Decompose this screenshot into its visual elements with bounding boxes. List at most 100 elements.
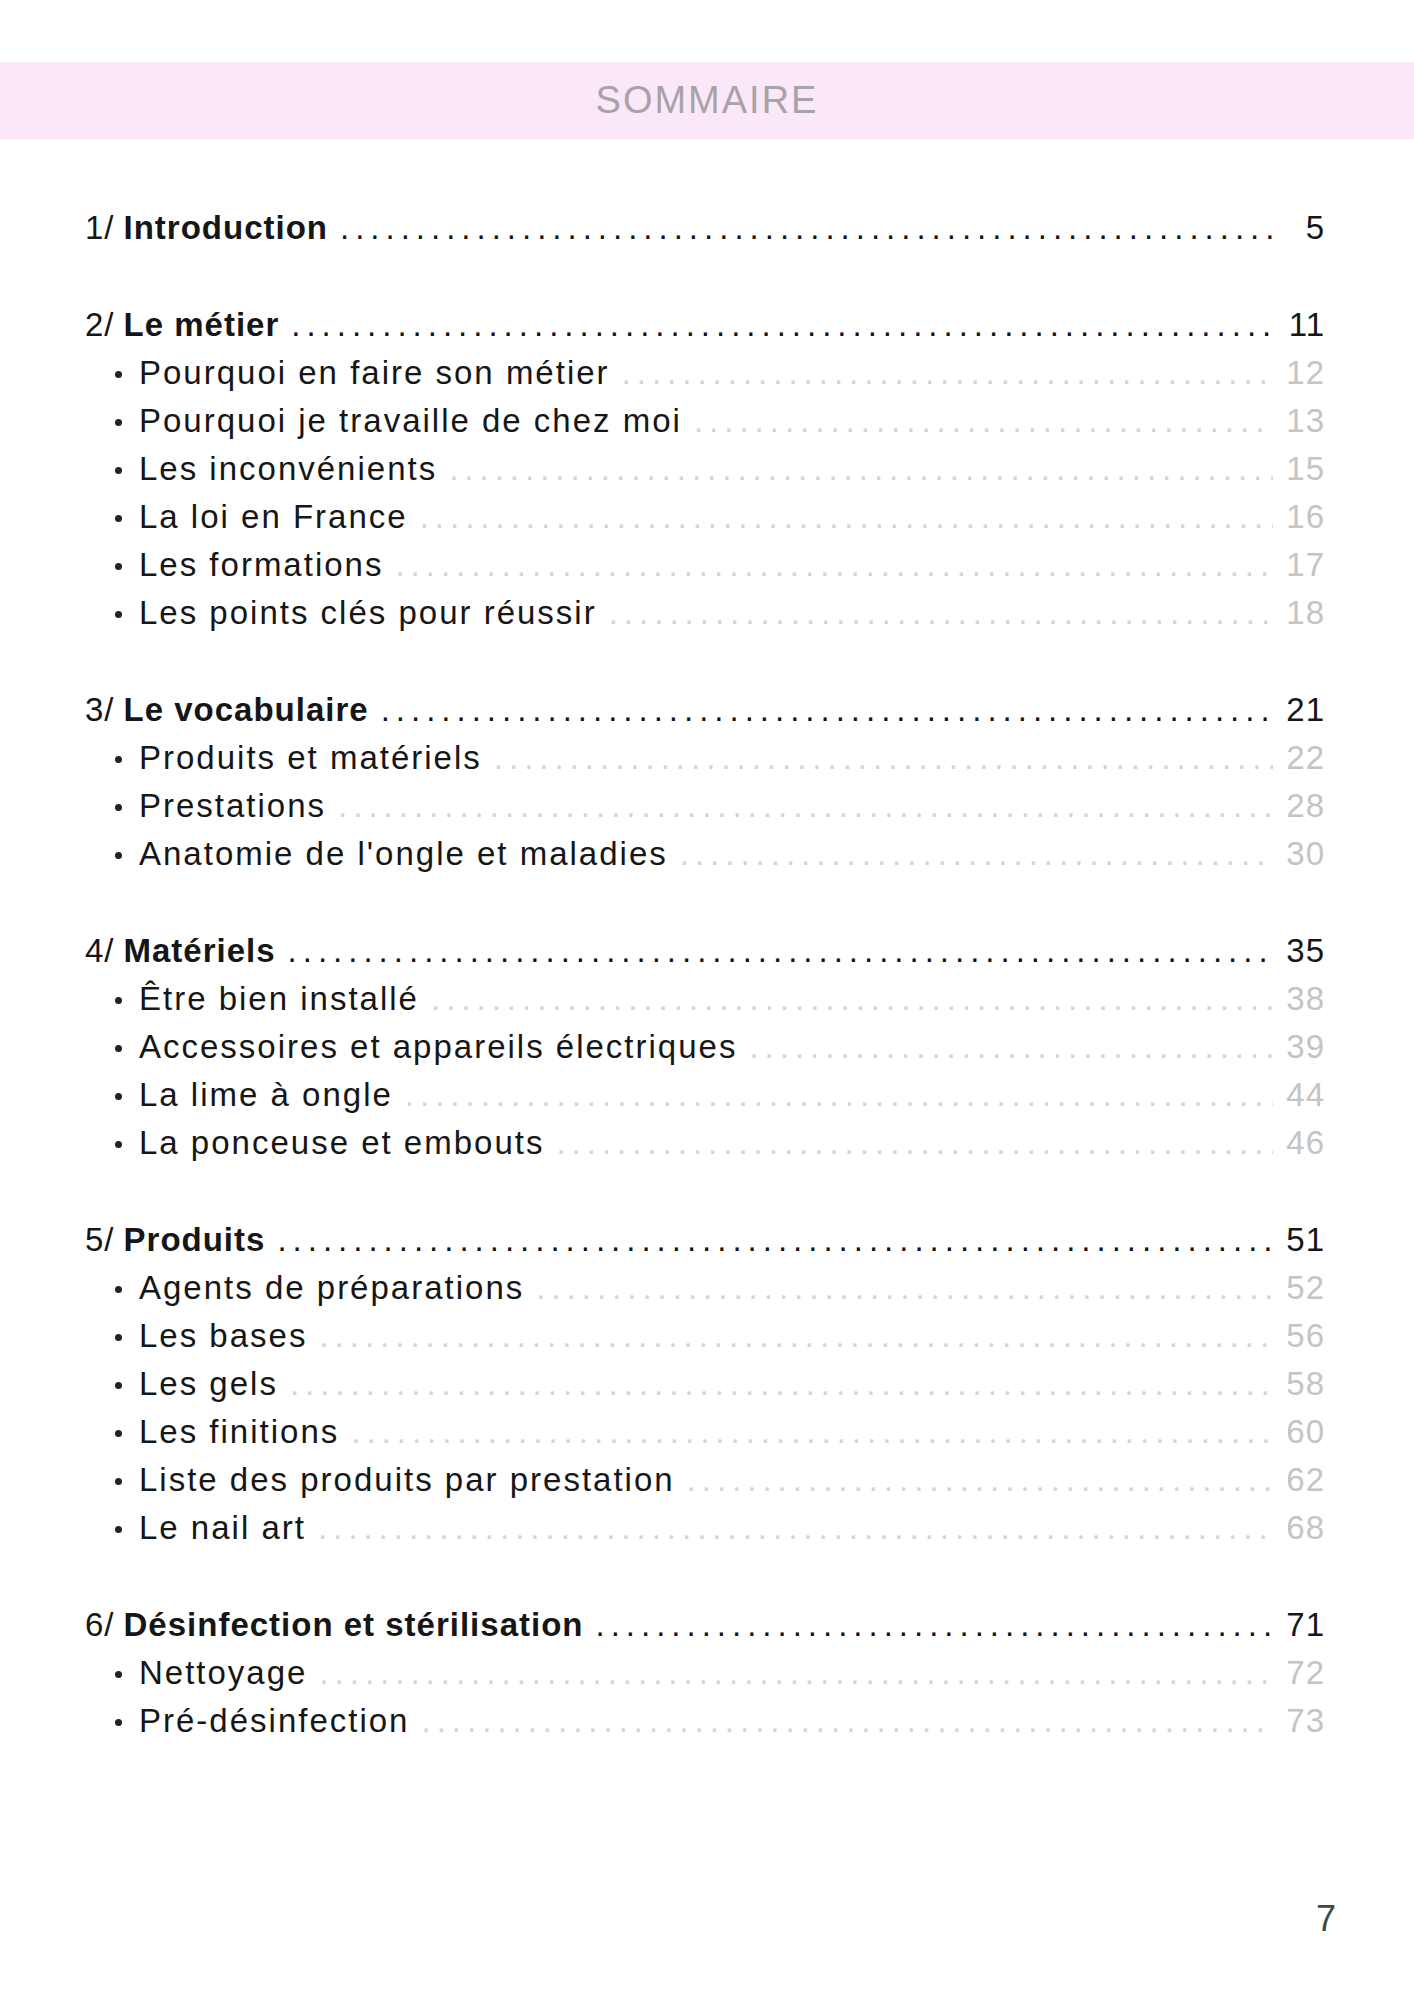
sub-item-page-number: 46 <box>1279 1119 1325 1167</box>
sub-item-label: Pourquoi je travaille de chez moi <box>139 397 682 445</box>
toc-section: 2/Le métier ............................… <box>85 301 1325 637</box>
document-page: SOMMAIRE 1/Introduction ................… <box>0 0 1414 2000</box>
dot-leader: ........................................… <box>279 301 1273 349</box>
sub-item-page-number: 17 <box>1279 541 1325 589</box>
toc-sub-row[interactable]: Les inconvénients ......................… <box>85 445 1325 493</box>
sub-item-page-number: 60 <box>1279 1408 1325 1456</box>
chapter-title: Produits <box>124 1216 266 1264</box>
toc-chapter-row[interactable]: 1/Introduction .........................… <box>85 204 1325 252</box>
toc-sub-row[interactable]: Le nail art ............................… <box>85 1504 1325 1552</box>
dot-leader: ........................................… <box>419 975 1273 1023</box>
sub-item-label: Les formations <box>139 541 383 589</box>
toc-sub-row[interactable]: Pourquoi en faire son métier ...........… <box>85 349 1325 397</box>
chapter-number: 6/ <box>85 1601 115 1649</box>
dot-leader: ........................................… <box>328 204 1273 252</box>
folio-page-number: 7 <box>1316 1898 1336 1940</box>
dot-leader: ........................................… <box>668 830 1273 878</box>
dot-leader: ........................................… <box>307 1312 1273 1360</box>
sub-item-page-number: 16 <box>1279 493 1325 541</box>
dot-leader: ........................................… <box>307 1649 1273 1697</box>
toc-sub-row[interactable]: La ponceuse et embouts .................… <box>85 1119 1325 1167</box>
dot-leader: ........................................… <box>306 1504 1273 1552</box>
sub-item-label: Prestations <box>139 782 326 830</box>
sub-item-label: La loi en France <box>139 493 408 541</box>
sub-item-page-number: 22 <box>1279 734 1325 782</box>
sub-item-label: Anatomie de l'ongle et maladies <box>139 830 668 878</box>
toc-sub-row[interactable]: Pré-désinfection .......................… <box>85 1697 1325 1745</box>
chapter-title: Introduction <box>124 204 328 252</box>
dot-leader: ........................................… <box>482 734 1273 782</box>
bullet-icon <box>115 1334 122 1341</box>
bullet-icon <box>115 515 122 522</box>
chapter-page-number: 5 <box>1279 204 1325 252</box>
bullet-icon <box>115 756 122 763</box>
chapter-number: 3/ <box>85 686 115 734</box>
toc-sub-row[interactable]: Accessoires et appareils électriques ...… <box>85 1023 1325 1071</box>
sub-item-page-number: 44 <box>1279 1071 1325 1119</box>
sub-item-label: Les points clés pour réussir <box>139 589 597 637</box>
sub-item-label: Accessoires et appareils électriques <box>139 1023 737 1071</box>
toc-sub-row[interactable]: Les gels ...............................… <box>85 1360 1325 1408</box>
chapter-number: 4/ <box>85 927 115 975</box>
dot-leader: ........................................… <box>437 445 1273 493</box>
toc-chapter-row[interactable]: 3/Le vocabulaire .......................… <box>85 686 1325 734</box>
sub-item-page-number: 72 <box>1279 1649 1325 1697</box>
sub-item-page-number: 12 <box>1279 349 1325 397</box>
sub-item-page-number: 56 <box>1279 1312 1325 1360</box>
chapter-title: Le métier <box>124 301 280 349</box>
bullet-icon <box>115 1382 122 1389</box>
dot-leader: ........................................… <box>583 1601 1273 1649</box>
sub-item-label: Liste des produits par prestation <box>139 1456 675 1504</box>
toc-chapter-row[interactable]: 5/Produits .............................… <box>85 1216 1325 1264</box>
sub-item-page-number: 39 <box>1279 1023 1325 1071</box>
dot-leader: ........................................… <box>339 1408 1273 1456</box>
toc-sub-row[interactable]: Prestations ............................… <box>85 782 1325 830</box>
dot-leader: ........................................… <box>610 349 1273 397</box>
toc-sub-row[interactable]: Produits et matériels ..................… <box>85 734 1325 782</box>
sub-item-label: Agents de préparations <box>139 1264 524 1312</box>
toc-sub-row[interactable]: La loi en France .......................… <box>85 493 1325 541</box>
dot-leader: ........................................… <box>544 1119 1273 1167</box>
sommaire-header-band: SOMMAIRE <box>0 62 1414 139</box>
sub-item-page-number: 18 <box>1279 589 1325 637</box>
chapter-page-number: 35 <box>1279 927 1325 975</box>
toc-sub-row[interactable]: La lime à ongle ........................… <box>85 1071 1325 1119</box>
toc-sub-row[interactable]: Liste des produits par prestation ......… <box>85 1456 1325 1504</box>
toc-sub-row[interactable]: Les bases ..............................… <box>85 1312 1325 1360</box>
dot-leader: ........................................… <box>408 493 1273 541</box>
bullet-icon <box>115 1478 122 1485</box>
chapter-number: 2/ <box>85 301 115 349</box>
sub-item-page-number: 30 <box>1279 830 1325 878</box>
toc-chapter-row[interactable]: 2/Le métier ............................… <box>85 301 1325 349</box>
dot-leader: ........................................… <box>675 1456 1273 1504</box>
bullet-icon <box>115 997 122 1004</box>
bullet-icon <box>115 1430 122 1437</box>
toc-chapter-row[interactable]: 4/Matériels ............................… <box>85 927 1325 975</box>
bullet-icon <box>115 1286 122 1293</box>
toc-sub-row[interactable]: Les finitions ..........................… <box>85 1408 1325 1456</box>
toc-sub-row[interactable]: Pourquoi je travaille de chez moi ......… <box>85 397 1325 445</box>
chapter-page-number: 21 <box>1279 686 1325 734</box>
dot-leader: ........................................… <box>524 1264 1273 1312</box>
sub-item-label: Les gels <box>139 1360 278 1408</box>
bullet-icon <box>115 1093 122 1100</box>
toc-section: 1/Introduction .........................… <box>85 204 1325 252</box>
bullet-icon <box>115 563 122 570</box>
sub-item-label: Être bien installé <box>139 975 419 1023</box>
toc-sub-row[interactable]: Les formations .........................… <box>85 541 1325 589</box>
toc-sub-row[interactable]: Agents de préparations .................… <box>85 1264 1325 1312</box>
toc-section: 5/Produits .............................… <box>85 1216 1325 1552</box>
toc-sub-row[interactable]: Anatomie de l'ongle et maladies ........… <box>85 830 1325 878</box>
toc-sub-row[interactable]: Les points clés pour réussir ...........… <box>85 589 1325 637</box>
bullet-icon <box>115 1045 122 1052</box>
sub-item-label: Les inconvénients <box>139 445 437 493</box>
chapter-number: 1/ <box>85 204 115 252</box>
bullet-icon <box>115 467 122 474</box>
toc-chapter-row[interactable]: 6/Désinfection et stérilisation ........… <box>85 1601 1325 1649</box>
sub-item-page-number: 68 <box>1279 1504 1325 1552</box>
toc-sub-row[interactable]: Être bien installé .....................… <box>85 975 1325 1023</box>
sub-item-label: Pourquoi en faire son métier <box>139 349 610 397</box>
sub-item-page-number: 13 <box>1279 397 1325 445</box>
toc-sub-row[interactable]: Nettoyage ..............................… <box>85 1649 1325 1697</box>
toc-section: 4/Matériels ............................… <box>85 927 1325 1167</box>
